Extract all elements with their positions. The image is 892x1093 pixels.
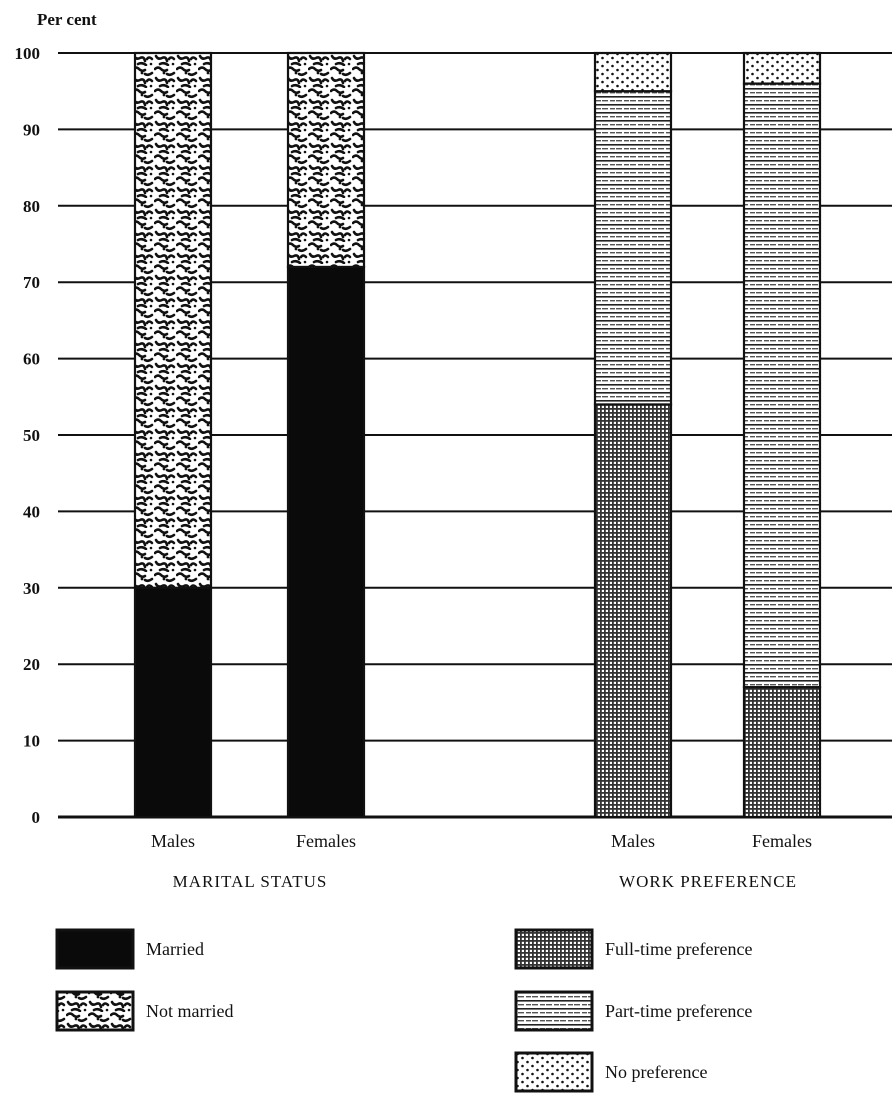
y-axis-title: Per cent [37,10,97,29]
legend-swatch [55,928,135,970]
y-tick-label: 40 [23,502,40,521]
y-tick-label: 20 [23,655,40,674]
legend-swatch [514,928,594,970]
bar-segment-full-time-preference [593,403,673,819]
y-tick-label: 90 [23,120,40,139]
x-category-label: Females [296,831,356,851]
legend-label: Married [146,939,204,959]
y-tick-label: 10 [23,732,40,751]
y-tick-label: 70 [23,273,40,292]
y-tick-label: 100 [15,44,41,63]
bar-segment-full-time-preference [742,686,822,819]
y-tick-label: 80 [23,197,40,216]
bar-segment-no-preference [593,51,673,93]
y-tick-label: 60 [23,350,40,369]
group-label: MARITAL STATUS [173,872,328,891]
legend-swatch [514,1051,594,1093]
x-category-label: Males [611,831,655,851]
bar-segment-no-preference [742,51,822,85]
group-label: WORK PREFERENCE [619,872,797,891]
bar-segment-part-time-preference [593,90,673,406]
legend-label: Full-time preference [605,939,752,959]
legend-swatch [514,990,594,1032]
legend-label: No preference [605,1062,707,1082]
legend-swatch [55,990,135,1032]
y-tick-label: 30 [23,579,40,598]
x-category-label: Males [151,831,195,851]
x-category-label: Females [752,831,812,851]
legend-label: Not married [146,1001,233,1021]
bar-segment-not-married [133,51,213,589]
y-tick-label: 50 [23,426,40,445]
bar-segment-part-time-preference [742,82,822,689]
bar-segment-married [286,265,366,819]
bar-segment-married [133,586,213,819]
legend-label: Part-time preference [605,1001,752,1021]
bar-segment-not-married [286,51,366,269]
y-tick-label: 0 [32,808,41,827]
